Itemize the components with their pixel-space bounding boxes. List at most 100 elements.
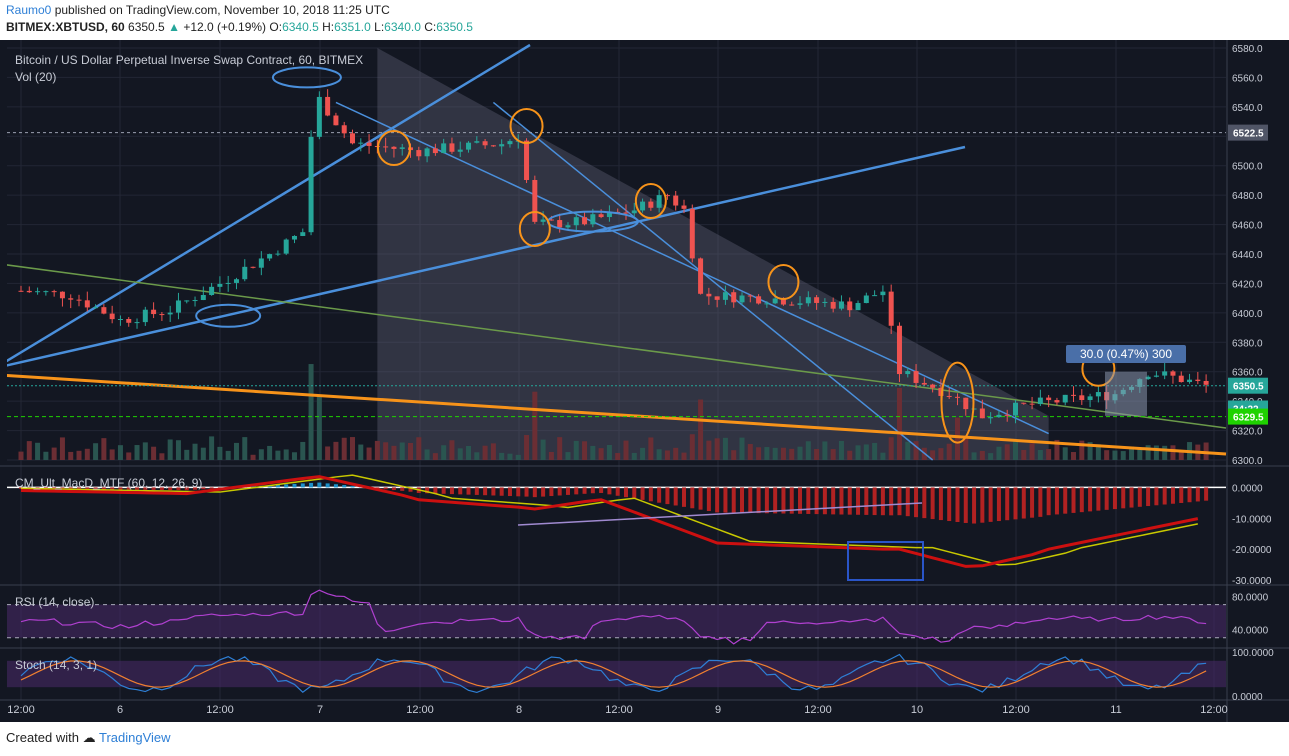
macd-histogram-bar [110,487,115,490]
orange-annotation-ellipse [509,107,544,144]
candle-body [200,295,206,301]
candle-body [855,303,861,311]
volume-bar [300,441,306,460]
candle-body [1021,402,1027,404]
stoch-k-line [20,653,1207,694]
macd-histogram-bar [1204,487,1209,501]
candle-body [209,286,215,296]
macd-histogram-bar [491,487,496,496]
rsi-tick-label: 40.0000 [1232,625,1269,636]
macd-histogram-bar [590,487,595,494]
macd-histogram-bar [1129,487,1134,508]
macd-histogram-bar [698,487,703,510]
candle-body [391,146,397,149]
macd-histogram-bar [864,487,869,515]
macd-title: CM_Ult_MacD_MTF (60, 12, 26, 9) [15,476,202,490]
time-axis[interactable]: 12:00 6 12:00 7 12:00 8 12:00 9 12:00 10 12:00 11 12… [7,704,1228,716]
volume-bar [606,444,612,460]
volume-bar [275,450,281,460]
volume-bar [283,449,289,460]
tradingview-link[interactable]: TradingView [99,730,171,745]
macd-pane[interactable]: 0.0000 -10.0000 -20.0000 -30.0000 [7,474,1272,587]
macd-histogram-bar [325,483,330,488]
candle-body [399,147,405,149]
macd-histogram-bar [1030,487,1035,518]
volume-bar [59,437,65,460]
macd-histogram-bar [640,487,645,500]
candle-body [847,301,853,311]
candle-body [1062,394,1068,403]
time-tick-label: 12:00 [1002,704,1030,716]
volume-bar [631,452,637,460]
candle-body [1004,414,1010,416]
candle-body [524,140,530,180]
candle-body [26,290,32,293]
macd-histogram-bar [690,487,695,509]
volume-bar [499,452,505,460]
candle-body [258,258,264,268]
volume-bar [698,399,704,460]
volume-bar [1054,439,1060,460]
rsi-title: RSI (14, close) [15,595,94,609]
price-tick-label: 6320.0 [1232,427,1263,438]
candle-body [126,319,132,323]
macd-histogram-bar [101,487,106,490]
macd-histogram-bar [499,487,504,496]
candle-body [482,141,488,146]
tradingview-logo-icon: ☁ [82,730,96,745]
macd-histogram-bar [955,487,960,523]
candle-body [557,220,563,228]
candle-body [51,291,57,293]
macd-histogram-bar [483,487,488,496]
candle-body [565,225,571,228]
macd-histogram-bar [880,487,885,516]
high-value: 6351.0 [334,20,371,34]
macd-histogram-bar [632,487,637,499]
volume-bar [68,451,74,460]
volume-bar [689,434,695,460]
volume-bar [565,452,571,460]
created-with-text: Created with [6,730,79,745]
time-tick-label: 9 [715,704,721,716]
macd-histogram-bar [441,487,446,494]
candle-body [1178,375,1184,383]
macd-histogram-bar [764,487,769,514]
volume-bar [175,440,181,460]
volume-bar [764,447,770,460]
volume-bar [1162,445,1168,460]
volume-bar [888,437,894,460]
macd-histogram-bar [1046,487,1051,516]
volume-bar [84,448,90,460]
volume-bar [184,449,190,460]
candle-body [267,254,273,259]
macd-histogram-bar [524,487,529,497]
macd-histogram-bar [938,487,943,521]
volume-bar [167,439,173,460]
price-axis[interactable]: 6580.06560.06540.06520.06500.06480.06460… [1228,44,1268,467]
author-link[interactable]: Raumo0 [6,3,52,17]
candle-body [76,299,82,301]
volume-bar [93,443,99,460]
chart-canvas[interactable]: 30.0 (0.47%) 300 0.0000 -10.0000 -20.0000 -… [0,40,1289,722]
candle-body [507,141,513,145]
candle-body [316,96,322,137]
volume-bar [1046,449,1052,460]
rsi-pane[interactable]: 80.0000 40.0000 [7,589,1269,645]
macd-histogram-bar [449,487,454,495]
price-pane[interactable]: 30.0 (0.47%) 300 [0,40,1227,461]
volume-bar [706,440,712,460]
volume-bar [913,441,919,460]
macd-histogram-bar [60,487,65,490]
macd-histogram-bar [565,487,570,495]
orange-annotation-ellipse [767,263,800,300]
close-value: 6350.5 [436,20,473,34]
volume-bar [441,445,447,460]
candle-body [631,210,637,214]
low-label: L: [374,20,385,34]
macd-histogram-bar [466,487,471,495]
volume-label: Vol (20) [15,70,56,84]
macd-histogram-bar [773,487,778,514]
time-tick-label: 10 [911,704,923,716]
stoch-pane[interactable]: 100.0000 0.0000 [7,648,1274,703]
candle-body [35,291,41,293]
